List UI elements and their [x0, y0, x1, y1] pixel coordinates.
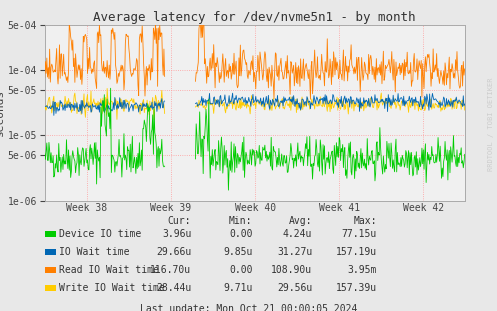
Text: 31.27u: 31.27u: [277, 247, 312, 257]
Text: Device IO time: Device IO time: [59, 229, 141, 239]
Text: RRDTOOL / TOBI OETIKER: RRDTOOL / TOBI OETIKER: [488, 78, 494, 171]
Text: 9.85u: 9.85u: [223, 247, 252, 257]
Text: 3.96u: 3.96u: [162, 229, 191, 239]
Title: Average latency for /dev/nvme5n1 - by month: Average latency for /dev/nvme5n1 - by mo…: [93, 11, 416, 24]
Text: 157.39u: 157.39u: [335, 283, 377, 293]
Text: 9.71u: 9.71u: [223, 283, 252, 293]
Text: Write IO Wait time: Write IO Wait time: [59, 283, 165, 293]
Text: 116.70u: 116.70u: [150, 265, 191, 275]
Text: 4.24u: 4.24u: [283, 229, 312, 239]
Text: 0.00: 0.00: [229, 229, 252, 239]
Text: 108.90u: 108.90u: [271, 265, 312, 275]
Text: Cur:: Cur:: [168, 216, 191, 226]
Y-axis label: seconds: seconds: [0, 89, 5, 136]
Text: 29.66u: 29.66u: [156, 247, 191, 257]
Text: Min:: Min:: [229, 216, 252, 226]
Text: 77.15u: 77.15u: [341, 229, 377, 239]
Text: IO Wait time: IO Wait time: [59, 247, 129, 257]
Text: 28.44u: 28.44u: [156, 283, 191, 293]
Text: Last update: Mon Oct 21 00:00:05 2024: Last update: Mon Oct 21 00:00:05 2024: [140, 304, 357, 311]
Text: Read IO Wait time: Read IO Wait time: [59, 265, 159, 275]
Text: Max:: Max:: [353, 216, 377, 226]
Text: Avg:: Avg:: [289, 216, 312, 226]
Text: 29.56u: 29.56u: [277, 283, 312, 293]
Text: 0.00: 0.00: [229, 265, 252, 275]
Text: 157.19u: 157.19u: [335, 247, 377, 257]
Text: 3.95m: 3.95m: [347, 265, 377, 275]
